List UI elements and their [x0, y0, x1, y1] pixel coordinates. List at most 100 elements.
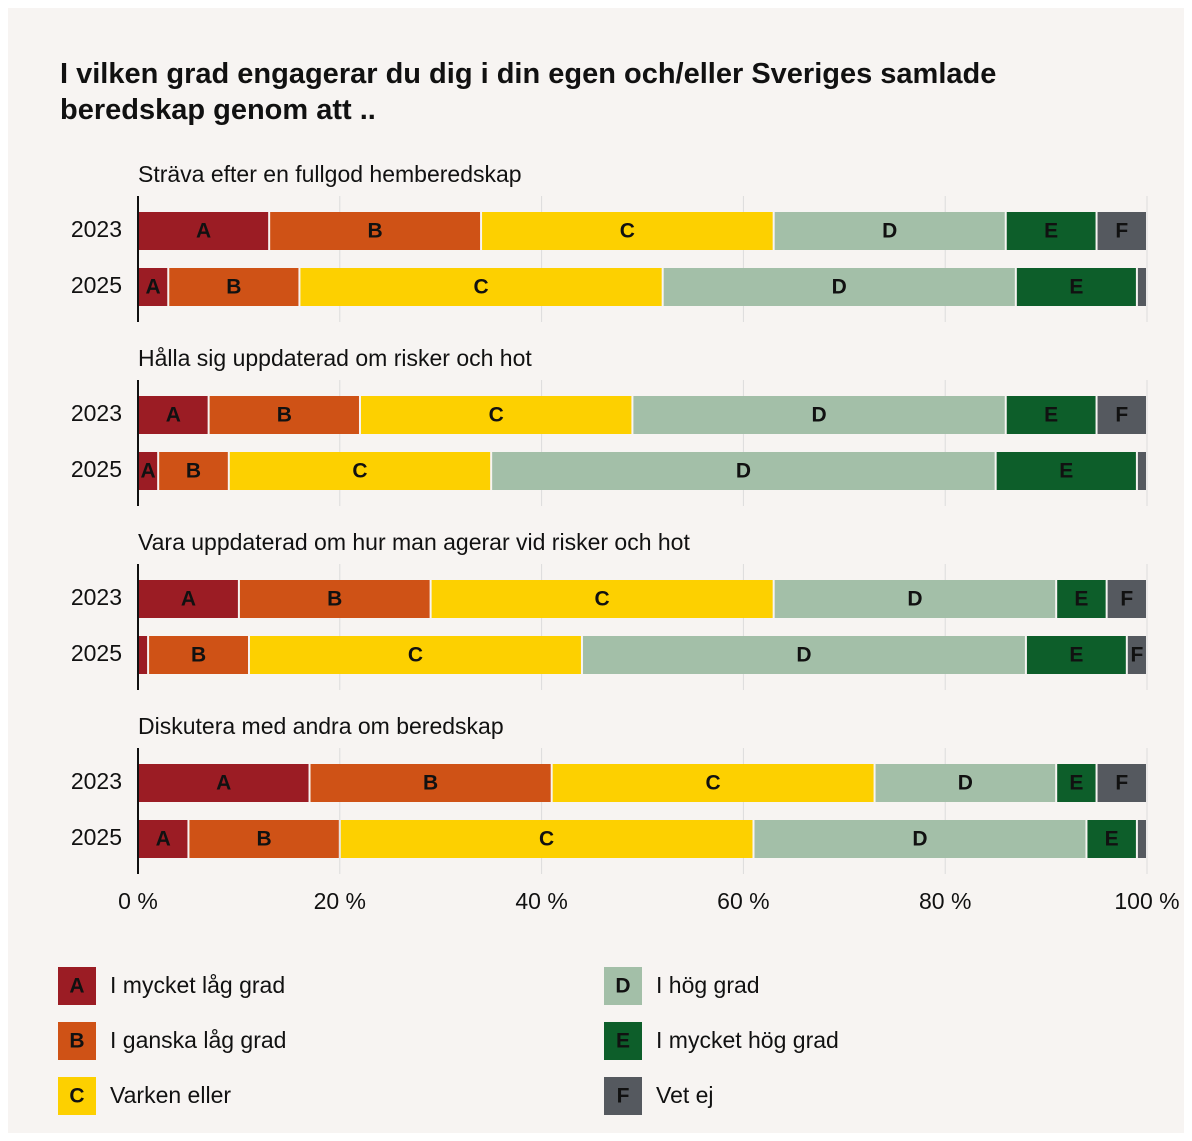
- bar-segment: [582, 636, 1025, 674]
- legend-label: I ganska låg grad: [110, 1027, 286, 1053]
- legend-swatch: [58, 1077, 96, 1115]
- bar-segment: [1137, 268, 1146, 306]
- bar-segment: [270, 212, 481, 250]
- segment-label: D: [832, 276, 847, 299]
- segment-label: B: [423, 772, 438, 795]
- bar-segment: [1026, 636, 1126, 674]
- bar-segment: [482, 212, 773, 250]
- panel-title: Vara uppdaterad om hur man agerar vid ri…: [138, 529, 690, 555]
- legend-code: E: [616, 1030, 630, 1053]
- bar-segment: [249, 636, 581, 674]
- bar-segment: [189, 820, 339, 858]
- segment-label: A: [216, 772, 231, 795]
- bar-segment: [552, 764, 874, 802]
- bar-segment: [300, 268, 662, 306]
- segment-label: A: [146, 276, 161, 299]
- bar-segment: [1006, 212, 1096, 250]
- legend-code: D: [615, 975, 630, 998]
- segment-label: C: [539, 828, 554, 851]
- legend-label: I hög grad: [656, 972, 760, 998]
- legend-label: Varken eller: [110, 1082, 231, 1108]
- segment-label: E: [1069, 276, 1083, 299]
- segment-label: B: [277, 404, 292, 427]
- legend-code: C: [69, 1085, 84, 1108]
- year-label: 2023: [71, 400, 122, 426]
- panel-title: Sträva efter en fullgod hemberedskap: [138, 161, 522, 187]
- bar-segment: [360, 396, 632, 434]
- bar-segment: [1127, 636, 1146, 674]
- legend-label: I mycket hög grad: [656, 1027, 839, 1053]
- segment-label: B: [191, 644, 206, 667]
- segment-label: F: [1115, 220, 1128, 243]
- bar-segment: [754, 820, 1086, 858]
- bar-segment: [139, 396, 208, 434]
- legend-label: I mycket låg grad: [110, 972, 285, 998]
- segment-label: D: [736, 460, 751, 483]
- segment-label: B: [257, 828, 272, 851]
- bar-segment: [239, 580, 430, 618]
- x-tick-label: 80 %: [919, 888, 971, 914]
- bar-segment: [340, 820, 753, 858]
- bar-segment: [774, 212, 1005, 250]
- bar-segment: [1137, 820, 1146, 858]
- bar-segment: [1087, 820, 1136, 858]
- bar-segment: [1137, 452, 1146, 490]
- segment-label: F: [1115, 772, 1128, 795]
- year-label: 2025: [71, 640, 122, 666]
- segment-label: F: [1130, 644, 1143, 667]
- bar-segment: [139, 268, 168, 306]
- segment-label: C: [352, 460, 367, 483]
- legend-swatch: [604, 1077, 642, 1115]
- legend-swatch: [604, 967, 642, 1005]
- segment-label: D: [796, 644, 811, 667]
- segment-label: A: [196, 220, 211, 243]
- bar-segment: [139, 212, 269, 250]
- legend-code: F: [617, 1085, 630, 1108]
- bar-segment: [1097, 396, 1146, 434]
- bar-segment: [229, 452, 491, 490]
- bar-segment: [149, 636, 248, 674]
- year-label: 2025: [71, 272, 122, 298]
- segment-label: D: [811, 404, 826, 427]
- segment-label: E: [1044, 220, 1058, 243]
- segment-label: E: [1105, 828, 1119, 851]
- panel-title: Diskutera med andra om beredskap: [138, 713, 504, 739]
- year-label: 2023: [71, 584, 122, 610]
- segment-label: C: [706, 772, 721, 795]
- legend-swatch: [604, 1022, 642, 1060]
- x-tick-label: 40 %: [515, 888, 567, 914]
- bar-segment: [663, 268, 1015, 306]
- segment-label: C: [620, 220, 635, 243]
- segment-label: A: [166, 404, 181, 427]
- segment-label: E: [1059, 460, 1073, 483]
- bar-segment: [633, 396, 1005, 434]
- bar-segment: [431, 580, 773, 618]
- legend-label: Vet ej: [656, 1082, 714, 1108]
- segment-label: B: [368, 220, 383, 243]
- bar-segment: [139, 764, 309, 802]
- bar-segment: [310, 764, 551, 802]
- segment-label: F: [1120, 588, 1133, 611]
- segment-label: C: [595, 588, 610, 611]
- x-tick-label: 20 %: [314, 888, 366, 914]
- legend-swatch: [58, 967, 96, 1005]
- bar-segment: [1016, 268, 1136, 306]
- segment-label: E: [1069, 772, 1083, 795]
- panel-title: Hålla sig uppdaterad om risker och hot: [138, 345, 532, 371]
- bar-segment: [139, 452, 158, 490]
- legend-code: B: [69, 1030, 84, 1053]
- segment-label: A: [181, 588, 196, 611]
- legend-swatch: [58, 1022, 96, 1060]
- x-tick-label: 0 %: [118, 888, 158, 914]
- year-label: 2025: [71, 824, 122, 850]
- segment-label: D: [958, 772, 973, 795]
- segment-label: D: [912, 828, 927, 851]
- year-label: 2023: [71, 768, 122, 794]
- bar-segment: [492, 452, 995, 490]
- bar-segment: [875, 764, 1056, 802]
- bar-segment: [1097, 212, 1146, 250]
- bar-segment: [169, 268, 299, 306]
- bar-segment: [1057, 580, 1106, 618]
- segment-label: B: [226, 276, 241, 299]
